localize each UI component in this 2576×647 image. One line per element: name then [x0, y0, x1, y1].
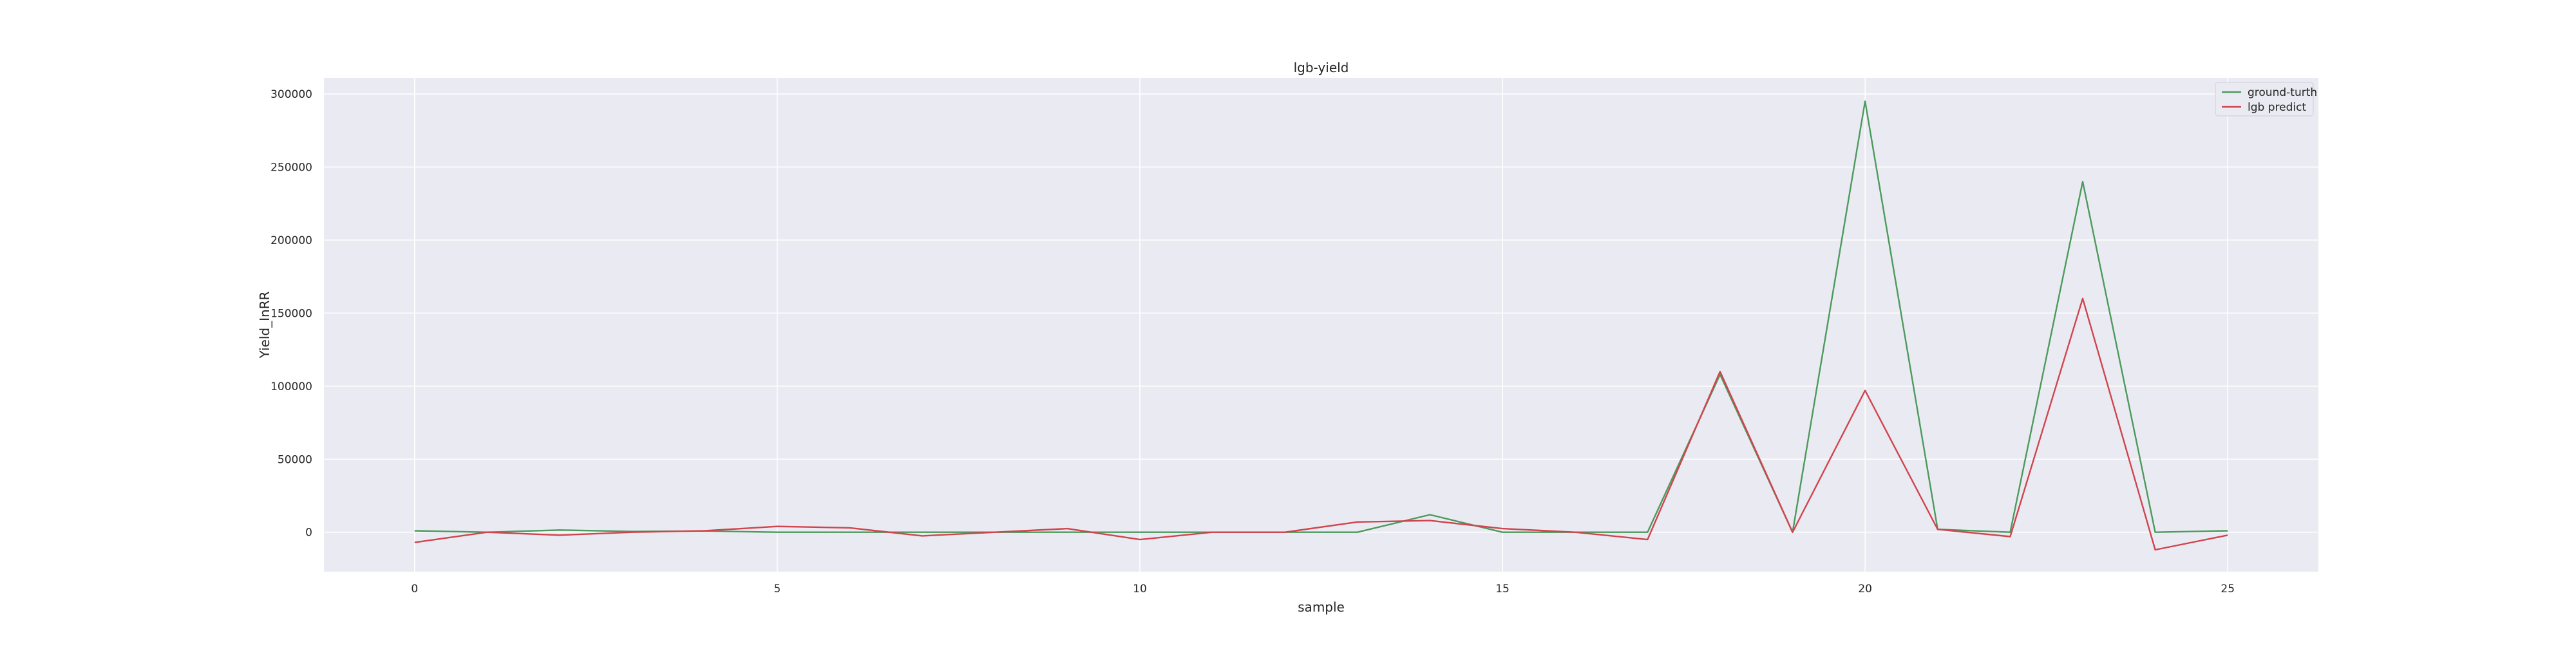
y-tick-label: 50000: [278, 453, 312, 466]
legend: ground-turth lgb predict: [2215, 82, 2317, 117]
y-tick-label: 250000: [270, 161, 312, 174]
chart-title: lgb-yield: [1294, 60, 1349, 75]
x-tick-label: 25: [2221, 583, 2235, 595]
series-line-ground-turth: [414, 100, 2228, 533]
y-tick-label: 150000: [270, 307, 312, 320]
x-tick-label: 10: [1133, 583, 1147, 595]
series-line-lgb-predict: [414, 297, 2228, 551]
x-axis-title: sample: [1298, 599, 1345, 615]
x-tick-label: 5: [773, 583, 781, 595]
y-tick-label: 200000: [270, 234, 312, 247]
tick-labels: 0 5 10 15 20 25 0 50000 100000 150000 200000 250000…: [270, 88, 2235, 595]
series-lines: [414, 100, 2228, 551]
x-tick-label: 15: [1495, 583, 1510, 595]
y-tick-label: 0: [305, 527, 312, 539]
y-tick-label: 300000: [270, 88, 312, 101]
y-tick-label: 100000: [270, 380, 312, 393]
x-tick-label: 20: [1858, 583, 1872, 595]
x-tick-label: 0: [411, 583, 418, 595]
legend-label-lgb-predict: lgb predict: [2248, 101, 2306, 114]
plot-area: [324, 78, 2318, 572]
y-axis-title: Yield_InRR: [257, 291, 272, 359]
legend-label-ground-turth: ground-turth: [2248, 86, 2317, 99]
